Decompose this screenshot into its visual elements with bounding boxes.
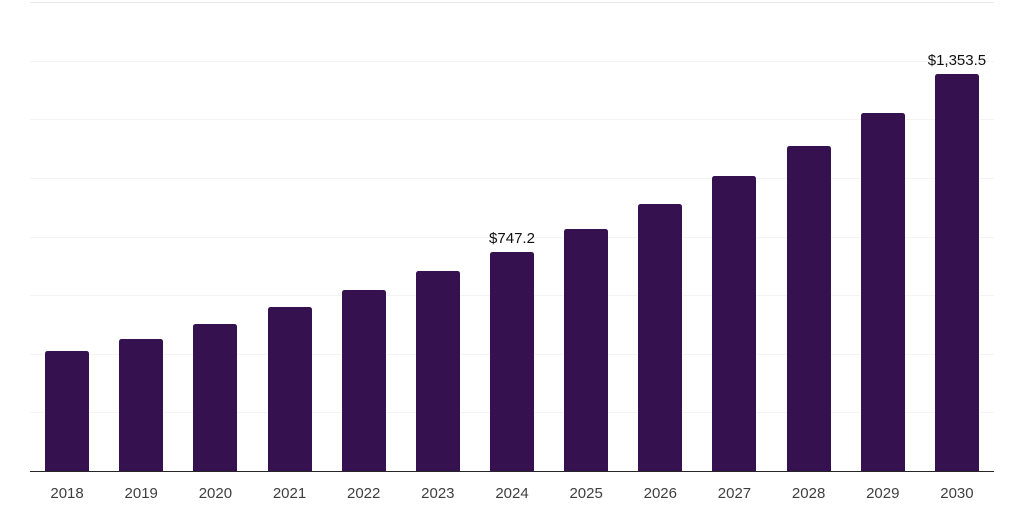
x-tick-label-2020: 2020 (198, 485, 233, 502)
bar-2028 (786, 146, 831, 471)
value-label-2030: $1,353.5 (927, 52, 987, 70)
gridline-1400 (30, 60, 994, 62)
bar-2019 (119, 338, 164, 471)
gridline-1200 (30, 119, 994, 121)
bar-2023 (415, 271, 460, 471)
bar-2020 (193, 323, 238, 471)
bar-2030 (934, 74, 979, 471)
x-tick-label-2019: 2019 (124, 485, 158, 502)
x-tick-label-2028: 2028 (791, 485, 826, 502)
bar-2025 (564, 229, 609, 471)
x-tick-label-2030: 2030 (940, 485, 974, 502)
x-axis: 2018 2019 2020 2021 2022 2023 2024 2025 2026 2027… (30, 479, 994, 505)
bar-2026 (638, 204, 683, 471)
bar-2022 (341, 290, 386, 471)
x-tick-label-2024: 2024 (495, 485, 529, 502)
x-tick-label-2018: 2018 (50, 485, 84, 502)
gridline-1000 (30, 177, 994, 179)
bar-2027 (712, 176, 757, 471)
bar-2029 (860, 112, 905, 471)
gridline-800 (30, 236, 994, 238)
bar-2024 (490, 251, 534, 471)
bar-2018 (45, 350, 90, 471)
x-tick-label-2029: 2029 (866, 485, 900, 502)
value-label-2024: $747.2 (489, 229, 535, 247)
x-tick-label-2027: 2027 (717, 485, 752, 502)
x-tick-label-2026: 2026 (643, 485, 677, 502)
x-tick-label-2021: 2021 (272, 485, 307, 502)
x-tick-label-2025: 2025 (569, 485, 603, 502)
x-tick-label-2023: 2023 (421, 485, 455, 502)
plot-top-border (30, 2, 994, 3)
x-tick-label-2022: 2022 (347, 485, 381, 502)
bar-2021 (267, 306, 312, 471)
plot-area: $747.2 $1,353.5 (30, 2, 994, 472)
